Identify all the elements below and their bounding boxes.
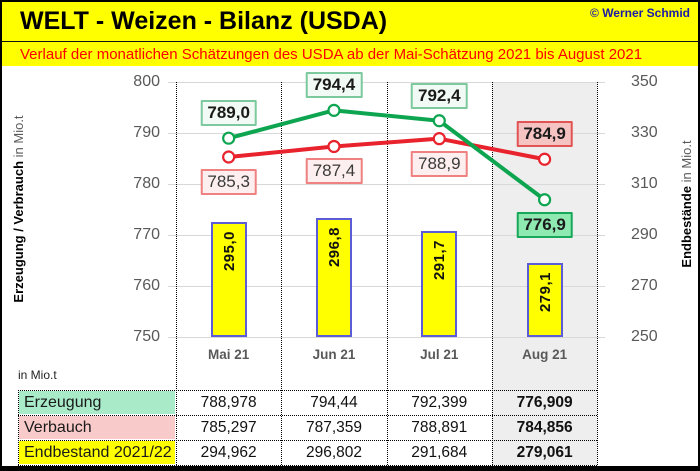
right-axis-title-bold: Endbestände bbox=[678, 185, 694, 268]
table-cell: 785,297 bbox=[200, 418, 257, 436]
table-grid-hline bbox=[18, 415, 598, 416]
endbestand-bar-value-text: 291,7 bbox=[430, 239, 448, 280]
column-separator bbox=[281, 82, 283, 465]
verbauch-marker bbox=[432, 132, 446, 146]
table-row-label: Endbestand 2021/22 bbox=[19, 440, 175, 465]
left-axis-tick: 770 bbox=[133, 226, 160, 243]
table-grid-vline bbox=[18, 390, 19, 465]
column-separator bbox=[386, 82, 388, 465]
right-axis-tick: 350 bbox=[631, 73, 658, 90]
x-axis-label: Mai 21 bbox=[208, 347, 250, 362]
verbauch-point-label: 788,9 bbox=[411, 150, 468, 177]
right-axis-tick: 270 bbox=[631, 277, 658, 294]
endbestand-bar bbox=[315, 217, 352, 337]
column-separator bbox=[597, 82, 599, 465]
table-cell: 291,684 bbox=[411, 443, 468, 461]
table-cell: 294,962 bbox=[200, 443, 257, 461]
endbestand-bar bbox=[421, 230, 458, 337]
x-axis-label: Aug 21 bbox=[522, 347, 568, 362]
page-title: WELT - Weizen - Bilanz (USDA) bbox=[20, 7, 388, 35]
copyright-text: © Werner Schmid bbox=[590, 6, 690, 20]
subtitle-row: Verlauf der monatlichen Schätzungen des … bbox=[2, 42, 698, 66]
left-axis-title-unit: in Mio.t bbox=[10, 115, 26, 161]
left-axis-tick: 780 bbox=[133, 175, 160, 192]
table-row-label-bg bbox=[19, 416, 175, 439]
table-cell: 794,44 bbox=[310, 393, 358, 411]
endbestand-bar-value: 291,7 bbox=[430, 220, 448, 300]
right-axis-title: Endbestände in Mio.t bbox=[676, 104, 696, 304]
right-axis-tick: 330 bbox=[631, 124, 658, 141]
table-row-label-text: Endbestand 2021/22 bbox=[24, 443, 172, 461]
endbestand-bar-value-text: 279,1 bbox=[536, 271, 554, 312]
table-cell: 787,359 bbox=[305, 418, 362, 436]
erzeugung-point-label: 776,9 bbox=[516, 211, 573, 238]
verbauch-marker bbox=[327, 139, 341, 154]
endbestand-bar-value: 295,0 bbox=[220, 211, 238, 291]
endbestand-bar bbox=[210, 222, 247, 337]
erzeugung-marker bbox=[432, 114, 446, 128]
table-cell: 792,399 bbox=[411, 393, 468, 411]
left-axis-title: Erzeugung / Verbrauch in Mio.t bbox=[8, 109, 28, 309]
x-axis-label: Jul 21 bbox=[420, 347, 459, 362]
table-cell: 296,802 bbox=[305, 443, 362, 461]
erzeugung-marker bbox=[222, 131, 236, 145]
table-cell: 788,978 bbox=[200, 393, 257, 411]
table-row-label-text: Verbauch bbox=[24, 418, 92, 436]
right-axis-title-unit: in Mio.t bbox=[678, 140, 694, 186]
chart-area: 800 350 790 330 780 310 770 290 760 270 750 250 295,… bbox=[2, 2, 698, 466]
subtitle: Verlauf der monatlichen Schätzungen des … bbox=[20, 45, 643, 63]
endbestand-bar-value-text: 295,0 bbox=[220, 231, 238, 272]
right-axis-tick: 250 bbox=[631, 328, 658, 345]
endbestand-bar bbox=[526, 262, 563, 337]
verbauch-point-label: 784,9 bbox=[516, 121, 573, 148]
table-row-label: Verbauch bbox=[19, 415, 175, 440]
endbestand-bar-value: 296,8 bbox=[325, 207, 343, 287]
verbauch-point-label: 787,4 bbox=[305, 158, 363, 185]
right-axis-tick: 290 bbox=[631, 226, 658, 243]
table-cell: 279,061 bbox=[516, 443, 573, 461]
table-grid-hline bbox=[18, 440, 598, 441]
table-cell: 776,909 bbox=[516, 393, 573, 411]
right-axis-tick: 310 bbox=[631, 175, 658, 192]
erzeugung-point-label: 794,4 bbox=[305, 72, 363, 99]
verbauch-marker bbox=[222, 150, 236, 164]
x-axis-label: Jun 21 bbox=[312, 347, 356, 362]
table-row-label-bg bbox=[19, 391, 175, 414]
table-row-label-text: Erzeugung bbox=[24, 393, 102, 411]
erzeugung-point-label: 792,4 bbox=[411, 82, 468, 109]
column-separator bbox=[491, 82, 493, 465]
endbestand-bar-value: 279,1 bbox=[536, 252, 554, 332]
left-axis-tick: 790 bbox=[133, 124, 160, 141]
table-cell: 784,856 bbox=[516, 418, 573, 436]
table-grid-hline bbox=[18, 390, 598, 391]
left-axis-tick: 800 bbox=[133, 73, 160, 90]
column-separator bbox=[176, 82, 177, 465]
table-row-label: Erzeugung bbox=[19, 390, 175, 415]
table-unit-label: in Mio.t bbox=[18, 368, 57, 382]
verbauch-point-label: 785,3 bbox=[200, 168, 257, 195]
table-row-label-bg bbox=[19, 441, 175, 464]
endbestand-bar-value-text: 296,8 bbox=[325, 226, 343, 267]
erzeugung-marker bbox=[327, 103, 341, 117]
left-axis-tick: 750 bbox=[133, 328, 160, 345]
table-cell: 788,891 bbox=[411, 418, 468, 436]
left-axis-tick: 760 bbox=[133, 277, 160, 294]
erzeugung-point-label: 789,0 bbox=[200, 100, 257, 127]
left-axis-title-bold: Erzeugung / Verbrauch bbox=[10, 160, 26, 303]
table-grid-hline bbox=[18, 465, 598, 466]
header: WELT - Weizen - Bilanz (USDA) © Werner S… bbox=[2, 2, 698, 66]
title-row: WELT - Weizen - Bilanz (USDA) © Werner S… bbox=[2, 2, 698, 42]
